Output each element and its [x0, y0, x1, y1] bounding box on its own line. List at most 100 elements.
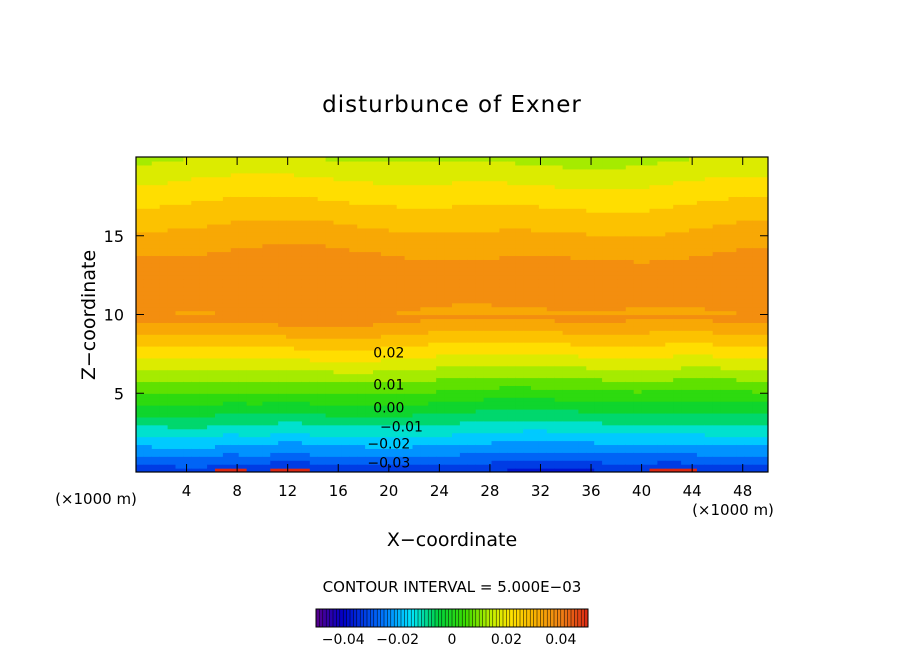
contour-cell: [404, 436, 414, 442]
contour-cell: [404, 346, 414, 351]
contour-cell: [151, 223, 161, 229]
contour-cell: [222, 184, 232, 190]
contour-cell: [546, 231, 556, 237]
contour-cell: [230, 424, 240, 430]
contour-cell: [380, 416, 390, 422]
contour-cell: [294, 231, 303, 237]
contour-cell: [349, 227, 358, 233]
contour-cell: [175, 283, 184, 288]
contour-cell: [586, 330, 595, 335]
contour-cell: [420, 452, 429, 457]
contour-cell: [191, 223, 200, 229]
contour-cell: [333, 212, 342, 217]
contour-cell: [183, 283, 192, 288]
contour-cell: [499, 456, 508, 461]
contour-cell: [507, 456, 516, 461]
contour-cell: [436, 283, 445, 288]
contour-cell: [610, 255, 619, 260]
contour-cell: [586, 216, 595, 221]
contour-cell: [475, 322, 485, 327]
contour-cell: [183, 428, 192, 434]
contour-cell: [222, 405, 232, 410]
contour-cell: [238, 432, 248, 438]
contour-cell: [136, 157, 145, 162]
contour-cell: [262, 420, 271, 426]
contour-cell: [436, 263, 445, 268]
contour-cell: [380, 377, 390, 383]
contour-cell: [420, 322, 429, 327]
contour-cell: [373, 448, 382, 453]
contour-cell: [625, 389, 635, 394]
contour-cell: [570, 393, 579, 398]
contour-cell: [167, 334, 177, 339]
contour-cell: [459, 188, 469, 194]
contour-cell: [183, 204, 192, 209]
contour-cell: [207, 243, 216, 249]
contour-cell: [412, 452, 421, 457]
contour-cell: [562, 346, 572, 351]
contour-cell: [578, 200, 587, 205]
contour-cell: [404, 294, 414, 300]
contour-cell: [357, 428, 366, 434]
contour-cell: [475, 334, 485, 339]
contour-cell: [341, 330, 350, 335]
contour-cell: [278, 184, 287, 190]
contour-cell: [380, 389, 390, 394]
contour-cell: [254, 346, 263, 351]
contour-cell: [570, 444, 579, 449]
contour-cell: [444, 401, 453, 406]
contour-cell: [183, 298, 192, 304]
contour-cell: [475, 361, 485, 367]
contour-cell: [562, 239, 572, 245]
contour-cell: [151, 259, 161, 264]
contour-cell: [475, 381, 485, 386]
contour-cell: [222, 200, 232, 205]
contour-cell: [294, 334, 303, 339]
contour-cell: [159, 314, 169, 320]
contour-cell: [262, 409, 271, 414]
contour-cell: [317, 393, 327, 398]
contour-cell: [578, 243, 587, 249]
contour-cell: [515, 393, 524, 398]
contour-cell: [523, 164, 532, 170]
contour-cell: [610, 208, 619, 213]
contour-cell: [151, 393, 161, 398]
contour-cell: [183, 369, 192, 375]
contour-cell: [404, 279, 414, 284]
contour-cell: [286, 460, 295, 465]
contour-cell: [333, 397, 342, 402]
contour-cell: [610, 385, 619, 390]
contour-cell: [254, 377, 263, 383]
contour-cell: [325, 286, 335, 292]
contour-cell: [380, 393, 390, 398]
contour-cell: [428, 271, 437, 276]
contour-cell: [475, 326, 485, 331]
contour-cell: [262, 298, 271, 304]
contour-cell: [388, 306, 398, 312]
contour-cell: [475, 290, 485, 296]
contour-cell: [357, 452, 366, 457]
contour-cell: [412, 353, 421, 359]
contour-cell: [246, 176, 256, 182]
contour-cell: [507, 448, 516, 453]
contour-cell: [388, 196, 398, 201]
contour-cell: [143, 196, 153, 201]
contour-cell: [436, 286, 445, 292]
contour-cell: [365, 235, 374, 241]
contour-cell: [199, 267, 208, 272]
contour-cell: [523, 448, 532, 453]
contour-cell: [570, 460, 579, 465]
contour-cell: [301, 263, 311, 268]
contour-cell: [246, 279, 256, 284]
contour-cell: [570, 176, 579, 182]
contour-cell: [602, 464, 611, 469]
contour-cell: [159, 227, 169, 233]
contour-cell: [286, 338, 295, 343]
contour-cell: [491, 326, 500, 331]
contour-cell: [507, 168, 516, 174]
contour-cell: [507, 436, 516, 442]
contour-cell: [562, 255, 572, 260]
contour-cell: [531, 326, 540, 331]
contour-cell: [586, 349, 595, 355]
contour-cell: [578, 432, 587, 438]
